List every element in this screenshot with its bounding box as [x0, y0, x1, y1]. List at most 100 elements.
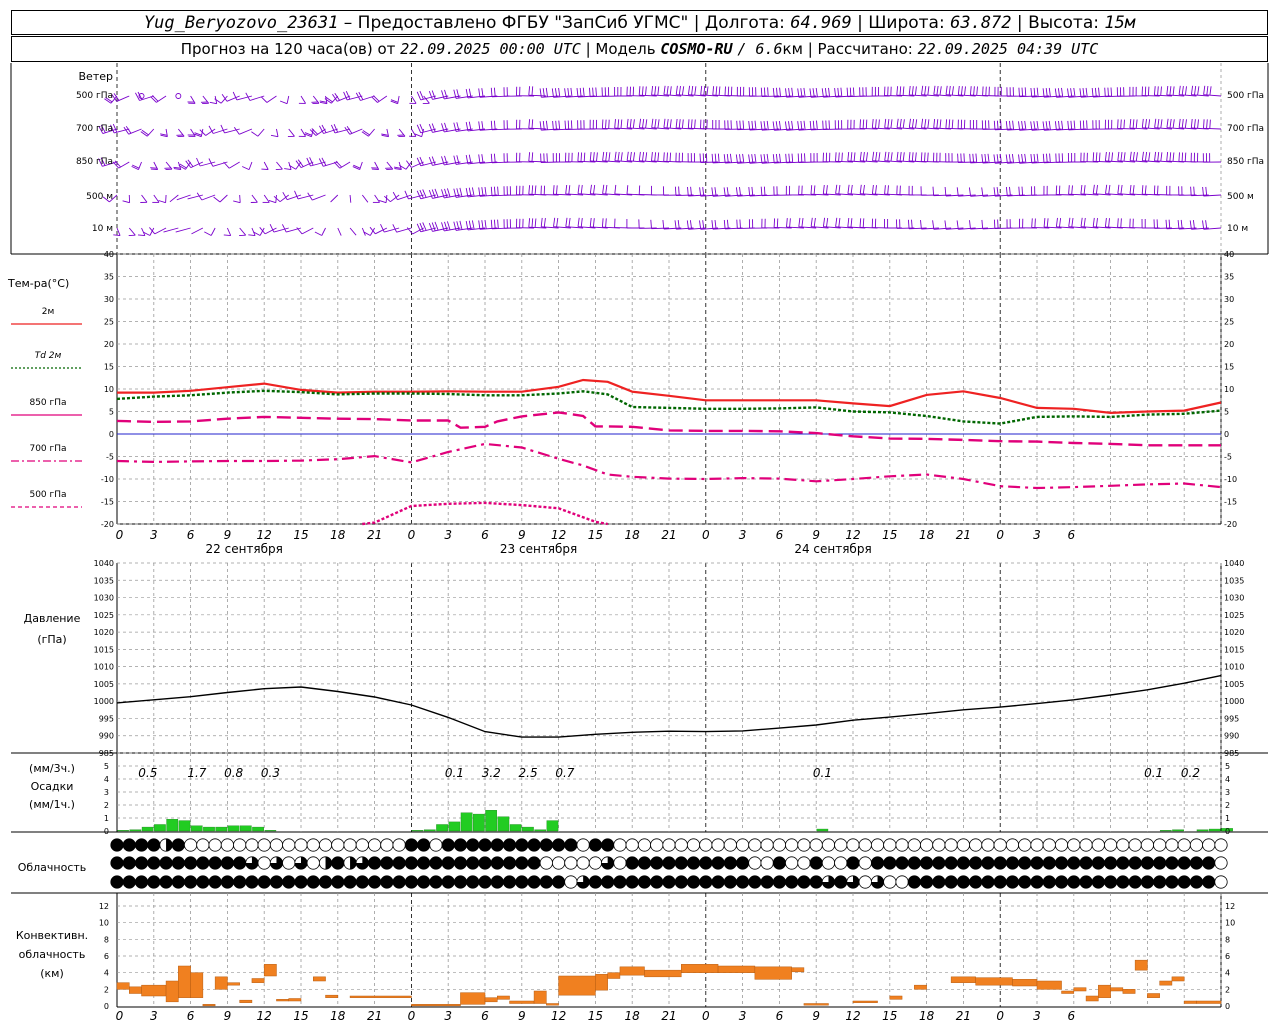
hour-label-bottom: 12 [551, 1009, 566, 1023]
hour-label: 0 [702, 528, 710, 542]
wind-barb-staff [109, 194, 118, 203]
wind-barb-flag [102, 196, 110, 203]
wind-barb-flag [1144, 119, 1147, 129]
wind-barb-flag [717, 153, 720, 163]
wind-barb-flag [875, 185, 877, 195]
cloud-cell-fill [883, 856, 896, 870]
wind-barb-flag [352, 166, 360, 171]
cloud-cell-fill [724, 875, 737, 889]
cloud-cell-fill [478, 875, 492, 889]
wind-barb-staff [295, 161, 302, 170]
precip-title: Осадки [31, 780, 74, 793]
wind-barb-staff [676, 94, 694, 97]
wind-barb-staff [639, 160, 657, 163]
wind-barb-staff [1117, 127, 1136, 130]
wind-barb-flag [431, 222, 436, 231]
cloud-cell [1214, 875, 1228, 889]
wind-barb-flag [556, 217, 559, 227]
convective-bar [595, 974, 608, 991]
wind-barb-flag [1036, 120, 1039, 130]
wind-barb-flag [173, 168, 181, 171]
wind-barb-staff [312, 95, 320, 104]
wind-barb-flag [1036, 153, 1039, 163]
wind-barb-flag [248, 234, 256, 237]
cloud-cell-fill [834, 875, 847, 889]
wind-barb-flag [996, 154, 999, 164]
cloud-cell [1067, 838, 1081, 852]
wind-barb-staff [528, 94, 547, 97]
convective-bar [1196, 1000, 1222, 1004]
wind-barb-flag [915, 119, 918, 129]
wind-barb-staff [386, 128, 390, 137]
precip-tick-right: 1 [1225, 814, 1230, 823]
wind-barb-flag [1073, 87, 1076, 97]
wind-barb-flag [98, 125, 104, 134]
precip-bar [117, 830, 129, 832]
cloud-cell-fill [711, 856, 725, 870]
cloud-cell-fill [454, 838, 467, 852]
wind-barb-flag [812, 120, 815, 130]
wind-barb-flag [763, 154, 766, 164]
conv-tick-right: 4 [1225, 969, 1230, 978]
wind-barb-staff [116, 227, 121, 236]
wind-barb-flag [335, 160, 342, 168]
cloud-cell-fill [785, 875, 798, 889]
wind-barb-flag [748, 187, 751, 197]
wind-barb-flag [306, 157, 311, 167]
wind-barb-flag [558, 87, 561, 97]
wind-barb-flag [539, 88, 542, 98]
wind-barb-flag [1166, 85, 1169, 95]
wind-barb-flag [589, 152, 592, 162]
cloud-cell-fill [1079, 875, 1093, 889]
wind-barb-flag [638, 151, 641, 161]
wind-barb-flag [944, 186, 947, 197]
wind-barb-staff [141, 194, 148, 203]
wind-barb-flag [1209, 86, 1212, 96]
wind-barb-flag [185, 160, 192, 168]
wind-barb-staff [177, 128, 185, 137]
temp-series-line [116, 411, 1221, 447]
wind-barb-flag [416, 91, 422, 101]
calc-label: Рассчитано: [817, 40, 913, 58]
hour-label-bottom: 12 [257, 1009, 272, 1023]
wind-barb-flag [908, 85, 911, 95]
wind-barb-flag [1181, 152, 1184, 162]
precip-3h-total: 0.5 [138, 766, 157, 780]
precip-tick-left: 4 [104, 775, 109, 784]
wind-barb-flag [577, 217, 580, 227]
forecast-time: 22.09.2025 00:00 UTC [400, 40, 581, 58]
wind-barb-staff [970, 161, 988, 164]
wind-barb-flag [125, 125, 132, 134]
wind-barb-flag [481, 88, 484, 98]
wind-barb-flag [481, 187, 484, 197]
wind-barb-flag [552, 185, 555, 195]
wind-barb-flag [223, 234, 231, 237]
day-label: 24 сентября [794, 542, 871, 556]
wind-barb-staff [1056, 226, 1074, 229]
wind-barb-flag [531, 218, 534, 228]
wind-barb-flag [675, 118, 678, 128]
wind-barb-flag [468, 121, 472, 131]
press-tick-right: 1000 [1224, 697, 1244, 706]
wind-barb-flag [1000, 120, 1002, 130]
wind-barb-flag [1067, 88, 1070, 98]
wind-barb-flag [1206, 85, 1209, 96]
wind-barb-staff [676, 127, 694, 130]
wind-barb-staff [614, 160, 633, 163]
wind-barb-staff [359, 161, 363, 170]
wind-barb-flag [975, 153, 978, 163]
wind-barb-flag [681, 119, 684, 129]
wind-barb-staff [213, 128, 228, 134]
wind-barb-flag [281, 224, 287, 233]
wind-barb-flag [465, 89, 469, 98]
hour-label: 15 [293, 528, 308, 542]
wind-barb-flag [419, 90, 424, 100]
wind-barb-flag [394, 168, 402, 171]
wind-barb-staff [163, 227, 179, 233]
wind-barb-flag [478, 154, 481, 164]
wind-barb-staff [467, 128, 486, 132]
precip-bar [423, 829, 436, 832]
wind-barb-flag [233, 126, 240, 135]
wind-barb-staff [312, 194, 326, 201]
temp-tick-left: 5 [109, 408, 114, 417]
